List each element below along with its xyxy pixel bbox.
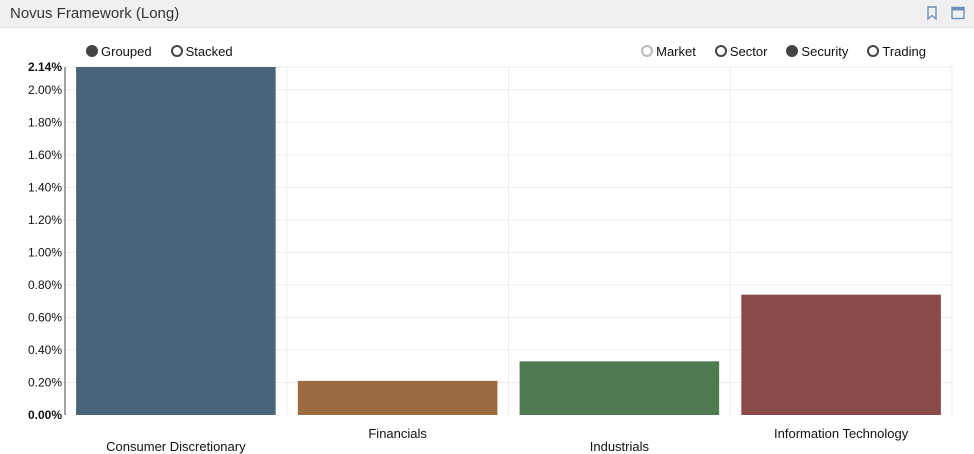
y-tick-label: 1.20% bbox=[28, 213, 62, 227]
y-tick-label: 0.20% bbox=[28, 375, 62, 389]
trading-label: Trading bbox=[882, 43, 926, 59]
y-tick-label: 0.60% bbox=[28, 310, 62, 324]
bookmark-icon[interactable] bbox=[924, 5, 940, 21]
bar-information-technology bbox=[741, 294, 941, 415]
stacked-radio-icon bbox=[170, 45, 183, 57]
x-category-label: Consumer Discretionary bbox=[106, 439, 246, 454]
y-tick-label: 1.00% bbox=[28, 245, 62, 259]
trading-option[interactable]: Trading bbox=[867, 44, 926, 59]
security-radio-icon bbox=[786, 45, 799, 57]
level-toggle: Market Sector Security Trading bbox=[641, 42, 926, 60]
trading-radio-icon bbox=[867, 45, 880, 57]
mode-toggle: Grouped Stacked bbox=[86, 42, 233, 60]
x-category-label: Industrials bbox=[590, 439, 650, 454]
maximize-icon[interactable] bbox=[950, 5, 966, 21]
panel-header: Novus Framework (Long) bbox=[0, 0, 974, 28]
y-tick-label: 1.80% bbox=[28, 115, 62, 129]
y-tick-label: 0.00% bbox=[28, 408, 62, 422]
market-radio-icon bbox=[641, 45, 654, 57]
stacked-label: Stacked bbox=[185, 43, 233, 59]
x-category-label: Financials bbox=[368, 426, 427, 441]
panel-header-icons bbox=[924, 5, 966, 21]
y-tick-label: 0.80% bbox=[28, 278, 62, 292]
y-tick-label: 0.40% bbox=[28, 343, 62, 357]
grouped-option[interactable]: Grouped bbox=[86, 44, 152, 59]
y-tick-label: 1.40% bbox=[28, 180, 62, 194]
bar-chart: 0.00% 0.20% 0.40% 0.60% 0.80% 1.00% 1.20% 1.40%… bbox=[28, 60, 953, 454]
grouped-label: Grouped bbox=[101, 43, 152, 59]
y-tick-label: 1.60% bbox=[28, 148, 62, 162]
bar-financials bbox=[297, 380, 498, 415]
market-option[interactable]: Market bbox=[641, 44, 696, 59]
sector-label: Sector bbox=[729, 43, 768, 59]
bar-industrials bbox=[519, 361, 720, 415]
sector-radio-icon bbox=[714, 45, 727, 57]
market-label: Market bbox=[656, 43, 696, 59]
y-tick-label: 2.14% bbox=[28, 60, 62, 74]
x-category-label: Information Technology bbox=[774, 426, 909, 441]
bar-consumer-discretionary bbox=[76, 67, 276, 415]
stacked-option[interactable]: Stacked bbox=[170, 43, 233, 59]
panel-title: Novus Framework (Long) bbox=[10, 5, 180, 22]
security-label: Security bbox=[801, 43, 849, 59]
security-option[interactable]: Security bbox=[786, 44, 848, 59]
grouped-radio-icon bbox=[86, 45, 98, 57]
sector-option[interactable]: Sector bbox=[714, 43, 768, 59]
y-tick-label: 2.00% bbox=[28, 83, 62, 97]
